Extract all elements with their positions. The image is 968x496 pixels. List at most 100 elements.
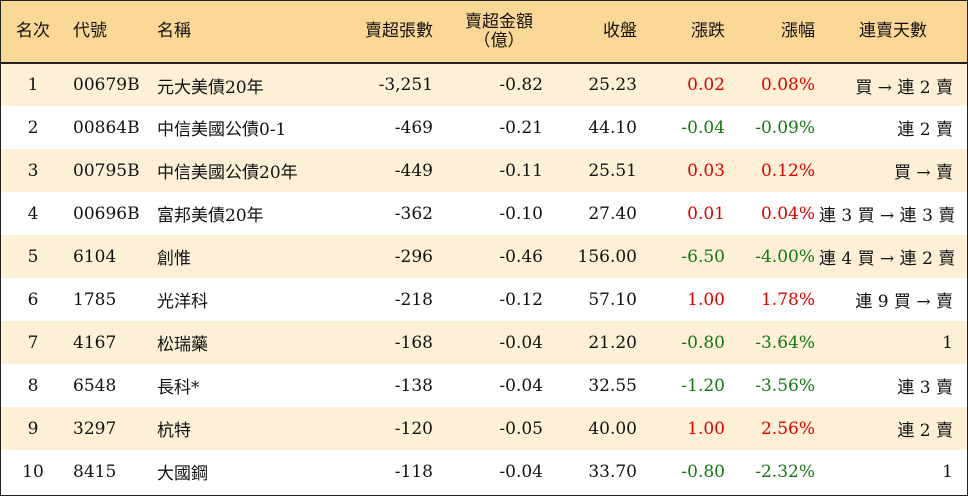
header-close: 收盤: [603, 21, 637, 41]
cell-close: 21.20: [588, 332, 637, 353]
cell-name: 中信美國公債20年: [157, 163, 298, 183]
table-row: 3 00795B 中信美國公債20年 -449 -0.11 25.51 0.03…: [1, 149, 967, 192]
cell-streak: 買 → 賣: [893, 163, 953, 183]
cell-change: 1.00: [687, 418, 725, 439]
cell-change-pct: -2.32%: [755, 461, 815, 482]
header-change: 漲跌: [691, 21, 725, 41]
cell-change-pct: 0.12%: [760, 160, 815, 181]
header-net-sell-amount: 賣超金額 （億）: [437, 1, 547, 63]
cell-rank: 6: [27, 289, 39, 310]
table-row: 9 3297 杭特 -120 -0.05 40.00 1.00 2.56% 連 …: [1, 407, 967, 450]
table-row: 10 8415 大國鋼 -118 -0.04 33.70 -0.80 -2.32…: [1, 450, 967, 493]
cell-close: 33.70: [588, 461, 637, 482]
cell-rank: 7: [27, 332, 39, 353]
cell-amount: -0.82: [499, 75, 543, 95]
cell-code: 6548: [73, 375, 117, 396]
cell-volume: -138: [394, 375, 433, 396]
cell-change-pct: -0.09%: [755, 117, 815, 138]
cell-code: 6104: [73, 246, 117, 267]
header-net-sell-amount-line1: 賣超金額: [465, 11, 533, 32]
cell-name: 大國鋼: [157, 464, 208, 484]
cell-volume: -218: [394, 289, 433, 310]
cell-streak: 連 4 買 → 連 2 賣: [819, 249, 956, 269]
cell-streak: 1: [942, 461, 953, 482]
cell-volume: -118: [394, 461, 433, 482]
table-row: 2 00864B 中信美國公債0-1 -469 -0.21 44.10 -0.0…: [1, 106, 967, 149]
cell-streak: 連 3 買 → 連 3 賣: [819, 206, 956, 226]
cell-volume: -469: [394, 117, 433, 138]
cell-change-pct: -3.64%: [755, 332, 815, 353]
cell-amount: -0.46: [499, 246, 543, 267]
cell-change-pct: 2.56%: [760, 418, 815, 439]
cell-name: 光洋科: [157, 292, 208, 312]
cell-volume: -449: [394, 160, 433, 181]
table-header-row: 名次 代號 名稱 賣超張數 賣超金額 （億） 收盤 漲跌 漲幅 連賣天數: [1, 1, 967, 63]
cell-rank: 9: [27, 418, 39, 439]
cell-streak: 連 2 賣: [897, 120, 953, 140]
cell-name: 杭特: [157, 421, 191, 441]
cell-volume: -3,251: [378, 75, 433, 95]
cell-volume: -296: [394, 246, 433, 267]
cell-change: 0.02: [687, 75, 725, 95]
cell-close: 44.10: [588, 117, 637, 138]
table-row: 1 00679B 元大美債20年 -3,251 -0.82 25.23 0.02…: [1, 63, 967, 106]
cell-amount: -0.05: [499, 418, 543, 439]
header-change-pct: 漲幅: [781, 21, 815, 41]
cell-name: 中信美國公債0-1: [157, 120, 287, 140]
cell-streak: 買 → 連 2 賣: [855, 77, 953, 98]
cell-name: 元大美債20年: [157, 77, 264, 98]
cell-code: 00679B: [73, 75, 140, 95]
cell-name: 松瑞藥: [157, 335, 208, 355]
cell-change-pct: -4.00%: [755, 246, 815, 267]
cell-change: 0.01: [687, 203, 725, 224]
cell-name: 長科*: [157, 378, 200, 398]
cell-change-pct: 0.04%: [760, 203, 815, 224]
table-body: 1 00679B 元大美債20年 -3,251 -0.82 25.23 0.02…: [1, 63, 967, 493]
header-net-sell-amount-line2: （億）: [473, 30, 525, 51]
cell-volume: -362: [394, 203, 433, 224]
cell-change-pct: 1.78%: [760, 289, 815, 310]
cell-amount: -0.11: [499, 160, 543, 181]
table-row: 6 1785 光洋科 -218 -0.12 57.10 1.00 1.78% 連…: [1, 278, 967, 321]
cell-amount: -0.10: [499, 203, 543, 224]
cell-code: 3297: [73, 418, 117, 439]
cell-rank: 8: [27, 375, 39, 396]
cell-code: 4167: [73, 332, 117, 353]
cell-code: 00864B: [73, 117, 140, 138]
cell-change: -0.04: [681, 117, 725, 138]
cell-rank: 1: [27, 75, 39, 95]
header-code: 代號: [73, 21, 107, 41]
cell-change: -1.20: [681, 375, 725, 396]
cell-name: 富邦美債20年: [157, 206, 264, 226]
cell-code: 00795B: [73, 160, 140, 181]
cell-close: 27.40: [588, 203, 637, 224]
table-row: 8 6548 長科* -138 -0.04 32.55 -1.20 -3.56%…: [1, 364, 967, 407]
cell-rank: 2: [27, 117, 39, 138]
cell-change: -0.80: [681, 332, 725, 353]
cell-streak: 連 3 賣: [897, 378, 953, 398]
header-rank: 名次: [16, 21, 50, 41]
cell-amount: -0.04: [499, 332, 543, 353]
cell-code: 00696B: [73, 203, 140, 224]
cell-amount: -0.21: [499, 117, 543, 138]
cell-amount: -0.04: [499, 461, 543, 482]
cell-streak: 連 2 賣: [897, 421, 953, 441]
cell-name: 創惟: [157, 249, 191, 269]
cell-volume: -168: [394, 332, 433, 353]
cell-streak: 1: [942, 332, 953, 353]
table-row: 5 6104 創惟 -296 -0.46 156.00 -6.50 -4.00%…: [1, 235, 967, 278]
cell-rank: 10: [22, 461, 44, 482]
cell-code: 1785: [73, 289, 117, 310]
cell-change: -0.80: [681, 461, 725, 482]
header-net-sell-volume: 賣超張數: [365, 21, 433, 41]
table-row: 7 4167 松瑞藥 -168 -0.04 21.20 -0.80 -3.64%…: [1, 321, 967, 364]
cell-amount: -0.04: [499, 375, 543, 396]
cell-change: -6.50: [681, 246, 725, 267]
cell-amount: -0.12: [499, 289, 543, 310]
cell-close: 25.23: [588, 75, 637, 95]
cell-change: 0.03: [687, 160, 725, 181]
cell-change: 1.00: [687, 289, 725, 310]
cell-close: 32.55: [588, 375, 637, 396]
cell-close: 156.00: [577, 246, 637, 267]
